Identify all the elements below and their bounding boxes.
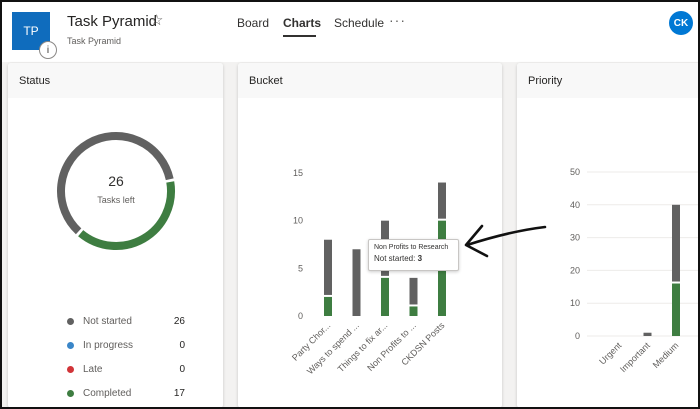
legend-late: Late 0	[65, 364, 185, 378]
y-tick-label: 20	[570, 265, 580, 275]
bar-not-started[interactable]	[324, 239, 332, 295]
plan-tile-initials: TP	[23, 24, 39, 38]
legend-count: 0	[179, 364, 185, 375]
donut-slice-not-started[interactable]	[57, 132, 174, 235]
bar-not-started[interactable]	[409, 277, 418, 305]
info-icon[interactable]: i	[39, 41, 57, 59]
donut-count: 26	[108, 173, 124, 189]
tooltip-status-value: 3	[417, 254, 423, 263]
tooltip-status: Not started: 3	[374, 254, 453, 263]
plan-subtitle[interactable]: Task Pyramid	[67, 36, 122, 46]
legend-label: Not started	[83, 316, 132, 327]
plan-title: Task Pyramid	[67, 13, 158, 30]
bar-completed[interactable]	[672, 283, 680, 336]
tooltip-status-label: Not started:	[374, 254, 416, 263]
legend-count: 17	[173, 388, 185, 399]
status-donut-chart: 26 Tasks left	[57, 132, 175, 250]
donut-caption: Tasks left	[97, 195, 135, 205]
active-tab-indicator	[283, 35, 316, 37]
bar-completed[interactable]	[381, 277, 389, 316]
y-tick-label: 40	[570, 200, 580, 210]
bucket-card-title: Bucket	[249, 75, 283, 87]
avatar[interactable]: CK	[669, 11, 693, 35]
avatar-initials: CK	[673, 17, 689, 29]
legend-dot-completed	[67, 390, 74, 397]
status-card: Status 26 Tasks left Not started 26 In p…	[8, 63, 223, 408]
status-card-title: Status	[19, 75, 51, 87]
more-options-icon[interactable]: ···	[389, 12, 406, 28]
legend-label: In progress	[83, 340, 134, 351]
tab-schedule[interactable]: Schedule	[334, 16, 385, 30]
y-tick-label: 10	[570, 298, 580, 308]
y-tick-label: 0	[575, 331, 580, 341]
priority-card-header: Priority	[517, 63, 700, 98]
bar-not-started[interactable]	[438, 182, 446, 219]
legend-dot-in-progress	[67, 342, 74, 349]
legend-count: 0	[179, 340, 185, 351]
y-tick-label: 15	[293, 168, 303, 178]
y-tick-label: 30	[570, 233, 580, 243]
tooltip-bucket-name: Non Profits to Research	[374, 244, 449, 251]
legend-dot-late	[67, 366, 74, 373]
bar-completed[interactable]	[409, 306, 418, 316]
star-icon[interactable]: ☆	[150, 12, 164, 29]
y-tick-label: 5	[298, 263, 303, 273]
bar-tooltip: Non Profits to Research Not started: 3	[368, 239, 459, 271]
legend-not-started: Not started 26	[65, 316, 185, 330]
priority-card-title: Priority	[528, 75, 563, 87]
legend-count: 26	[173, 316, 185, 327]
legend-dot-not-started	[67, 318, 74, 325]
legend-label: Late	[83, 364, 103, 375]
y-tick-label: 0	[298, 311, 303, 321]
bar-completed[interactable]	[324, 296, 332, 316]
bucket-card-header: Bucket	[238, 63, 502, 98]
legend-completed: Completed 17	[65, 388, 185, 402]
priority-card: Priority 0 10 20 30 40 50 Urgent Important Mediu…	[517, 63, 700, 408]
legend-in-progress: In progress 0	[65, 340, 185, 354]
y-tick-label: 10	[293, 216, 303, 226]
bar-not-started[interactable]	[672, 204, 680, 282]
status-card-header: Status	[8, 63, 223, 98]
bar-not-started[interactable]	[643, 332, 652, 336]
bar-not-started[interactable]	[352, 249, 361, 316]
donut-slice-completed[interactable]	[78, 181, 175, 250]
tab-board[interactable]: Board	[237, 16, 270, 30]
y-tick-label: 50	[570, 167, 580, 177]
plan-header: TP i Task Pyramid ☆ Task Pyramid Board C…	[0, 0, 700, 62]
legend-label: Completed	[83, 388, 132, 399]
tab-charts[interactable]: Charts	[283, 16, 322, 30]
